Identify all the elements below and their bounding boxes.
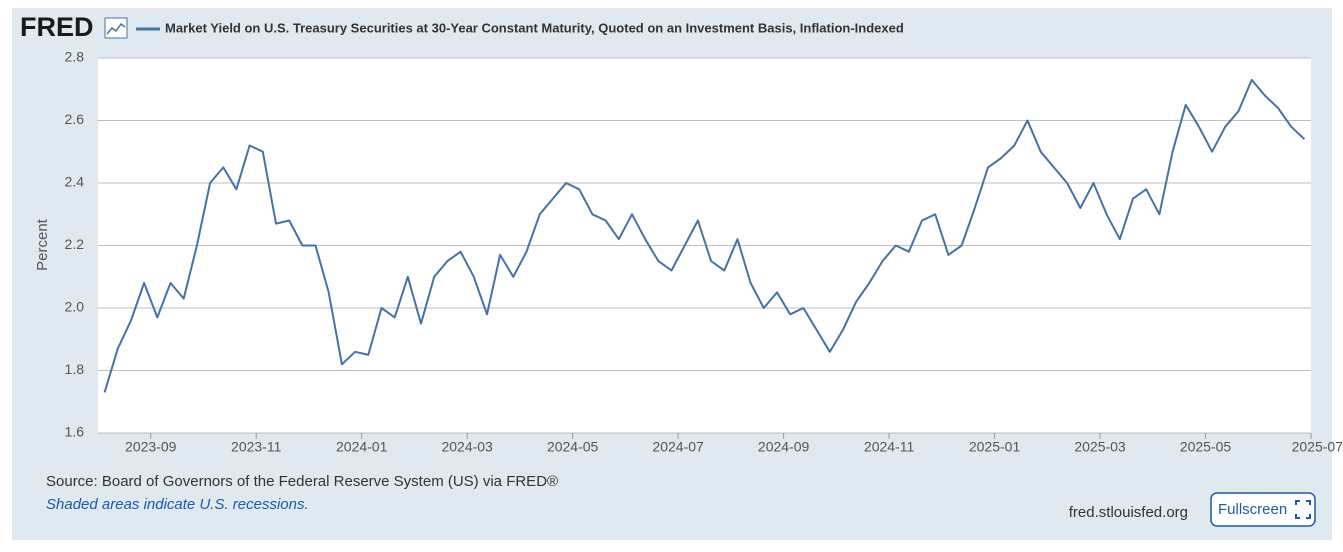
button-label[interactable]: Fullscreen: [1218, 501, 1287, 518]
x-tick-label: 2024-09: [758, 439, 810, 455]
y-tick-label: 2.6: [65, 111, 85, 127]
fullscreen-button[interactable]: Fullscreen: [1210, 492, 1316, 527]
x-tick-label: 2025-07: [1292, 439, 1343, 455]
x-tick-label: 2024-03: [441, 439, 493, 455]
y-axis-label: Percent: [34, 218, 51, 271]
x-tick-label: 2024-01: [336, 439, 388, 455]
logo: FRED: [20, 12, 94, 42]
button-icon[interactable]: [1295, 500, 1311, 519]
site: fred.stlouisfed.org: [1069, 504, 1188, 521]
recession-note: Shaded areas indicate U.S. recessions.: [46, 496, 309, 513]
y-tick-label: 1.8: [65, 361, 85, 377]
x-tick-label: 2024-07: [652, 439, 704, 455]
series-line: [103, 78, 1306, 393]
logo-icon: [104, 17, 128, 39]
y-tick-label: 1.6: [65, 424, 85, 440]
x-tick-label: 2023-11: [231, 439, 282, 455]
legend-label: Market Yield on U.S. Treasury Securities…: [165, 20, 904, 35]
y-tick-label: 2.8: [65, 49, 85, 65]
x-tick-label: 2025-05: [1180, 439, 1232, 455]
y-tick-label: 2.0: [65, 299, 85, 315]
source: Source: Board of Governors of the Federa…: [46, 473, 558, 490]
x-tick-label: 2025-03: [1074, 439, 1126, 455]
x-tick-label: 2024-05: [547, 439, 599, 455]
x-tick-label: 2023-09: [125, 439, 177, 455]
x-tick-label: 2024-11: [864, 439, 915, 455]
y-tick-label: 2.4: [65, 174, 85, 190]
plot: 1.6 1.8 2.0 2.2 2.4 2.6 2.8 2023-09 2023-11 2024-…: [65, 49, 1343, 455]
x-tick-label: 2025-01: [969, 439, 1021, 455]
button-frame[interactable]: [1210, 492, 1316, 527]
y-tick-label: 2.2: [65, 236, 85, 252]
